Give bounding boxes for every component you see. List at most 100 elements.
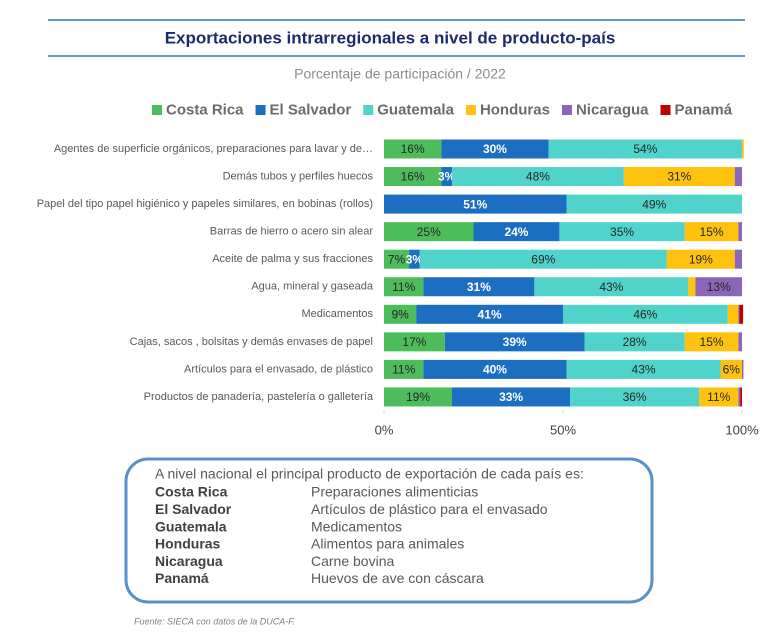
bar-segment: [738, 387, 741, 407]
summary-country: Costa Rica: [155, 484, 228, 500]
bar-segment: [384, 139, 442, 159]
bar-segment: [734, 167, 742, 187]
chart-title: Exportaciones intrarregionales a nivel d…: [165, 28, 616, 47]
bar-segment: [739, 304, 744, 324]
summary-box: [124, 457, 654, 604]
bar-segment: [727, 304, 739, 324]
value-label: 9%: [391, 307, 409, 321]
y-tick-label: Agentes de superficie orgánicos, prepara…: [54, 143, 373, 155]
y-tick-label: Artículos para el envasado, de plástico: [184, 363, 373, 375]
summary-product: Artículos de plástico para el envasado: [311, 501, 548, 517]
value-label: 3%: [438, 170, 456, 184]
x-tick-label: 50%: [550, 422, 576, 437]
y-tick-label: Medicamentos: [301, 308, 373, 320]
value-label: 33%: [499, 390, 523, 404]
bar-segment: [699, 387, 739, 407]
value-label: 39%: [503, 335, 527, 349]
value-label: 24%: [504, 225, 528, 239]
bar-segment: [452, 387, 571, 407]
value-label: 31%: [467, 280, 491, 294]
summary-product: Huevos de ave con cáscara: [311, 570, 484, 586]
value-label: 16%: [401, 142, 425, 156]
summary-product: Alimentos para animales: [311, 536, 464, 552]
value-label: 35%: [610, 225, 634, 239]
bar-segment: [409, 249, 420, 269]
value-label: 11%: [392, 280, 415, 294]
legend-label: Guatemala: [377, 101, 454, 118]
bar-segment: [684, 222, 739, 242]
summary-product: Medicamentos: [311, 518, 402, 534]
bar-segment: [384, 359, 424, 379]
bar-segment: [384, 387, 453, 407]
bar-segment: [534, 277, 689, 297]
value-label: 36%: [623, 390, 647, 404]
summary-product: Carne bovina: [311, 553, 394, 569]
bar-segment: [416, 304, 563, 324]
bar-segment: [734, 249, 742, 269]
y-tick-label: Agua, mineral y gaseada: [251, 281, 374, 293]
bar-segment: [384, 194, 567, 214]
value-label: 19%: [406, 390, 430, 404]
bar-segment: [742, 359, 744, 379]
bar-segment: [441, 167, 453, 187]
bar-segment: [720, 359, 742, 379]
legend-swatch: [465, 105, 476, 115]
legend-swatch: [255, 105, 266, 115]
source: Fuente: SIECA con datos de la DUCA-F.: [134, 616, 295, 626]
bar-segment: [423, 277, 535, 297]
value-label: 15%: [700, 225, 724, 239]
bar-segment: [738, 304, 740, 324]
legend-swatch: [660, 105, 671, 115]
bar-segment: [559, 222, 685, 242]
bar-segment: [563, 304, 728, 324]
bar-segment: [384, 277, 424, 297]
bar-segment: [570, 387, 700, 407]
value-label: 16%: [401, 170, 425, 184]
summary-country: Honduras: [155, 536, 221, 552]
bar-segment: [548, 139, 742, 159]
value-label: 28%: [623, 335, 647, 349]
value-label: 3%: [406, 252, 424, 266]
bar-segment: [419, 249, 667, 269]
x-tick-label: 0%: [375, 422, 394, 437]
value-label: 31%: [667, 170, 691, 184]
bar-segment: [473, 222, 560, 242]
bar-segment: [742, 139, 744, 159]
value-label: 19%: [689, 252, 713, 266]
value-label: 11%: [707, 390, 730, 404]
legend-label: Honduras: [480, 101, 550, 118]
summary-country: Nicaragua: [155, 553, 223, 569]
value-label: 51%: [463, 197, 487, 211]
value-label: 30%: [483, 142, 507, 156]
legend-swatch: [561, 105, 572, 115]
y-tick-label: Aceite de palma y sus fracciones: [212, 253, 373, 265]
legend-label: Nicaragua: [576, 101, 649, 118]
legend-label: Panamá: [675, 101, 733, 118]
bar-segment: [695, 277, 742, 297]
value-label: 69%: [531, 252, 555, 266]
x-tick-label: 100%: [725, 422, 759, 437]
bar-segment: [384, 167, 442, 187]
y-tick-label: Barras de hierro o acero sin alear: [210, 226, 374, 238]
bar-segment: [738, 332, 742, 352]
legend-swatch: [152, 105, 162, 115]
value-label: 43%: [599, 280, 623, 294]
bar-segment: [566, 359, 721, 379]
value-label: 15%: [700, 335, 724, 349]
value-label: 54%: [633, 142, 657, 156]
y-tick-label: Papel del tipo papel higiénico y papeles…: [37, 198, 373, 210]
value-label: 40%: [483, 363, 507, 377]
value-label: 46%: [633, 307, 657, 321]
y-tick-label: Productos de panadería, pastelería o gal…: [144, 391, 374, 403]
value-label: 48%: [526, 170, 550, 184]
summary-country: Panamá: [155, 570, 209, 586]
summary-heading: A nivel nacional el principal producto d…: [155, 466, 584, 482]
summary-product: Preparaciones alimenticias: [311, 484, 478, 500]
summary-country: El Salvador: [155, 501, 232, 517]
bar-segment: [666, 249, 735, 269]
bar-segment: [444, 332, 585, 352]
value-label: 41%: [478, 307, 502, 321]
bar-segment: [423, 359, 567, 379]
chart-subtitle: Porcentaje de participación / 2022: [294, 66, 506, 82]
